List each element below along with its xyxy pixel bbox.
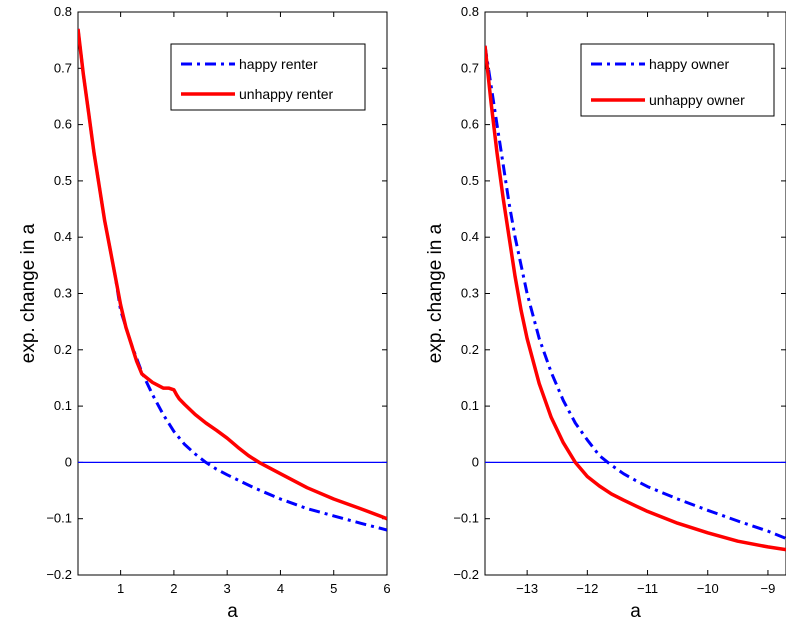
y-tick-label: 0.6: [54, 117, 72, 132]
x-tick-label: 5: [330, 581, 337, 596]
x-tick-label: 4: [277, 581, 284, 596]
y-axis-label: exp. change in a: [18, 223, 39, 363]
x-tick-label: −9: [761, 581, 776, 596]
y-tick-label: 0.4: [461, 229, 479, 244]
x-tick-label: −11: [637, 581, 658, 596]
legend-label-2: unhappy renter: [239, 86, 334, 102]
series-line-1: [485, 45, 786, 540]
x-tick-label: 3: [224, 581, 231, 596]
x-tick-label: −12: [576, 581, 598, 596]
y-tick-label: 0.3: [461, 286, 479, 301]
x-tick-label: 6: [383, 581, 390, 596]
series-line-2: [485, 45, 786, 552]
series-group: [485, 45, 786, 552]
y-tick-label: 0.2: [54, 342, 72, 357]
legend: happy owner unhappy owner: [580, 43, 775, 117]
series-line-2: [78, 28, 387, 521]
x-tick-label: 2: [170, 581, 177, 596]
chart-1: −0.2 −0.1 0 0.1 0.2 0.3 0.4 0.5 0.6 0.7 0.8 1 2 3 4 5 6 a…: [18, 4, 391, 622]
y-tick-label: 0.6: [461, 117, 479, 132]
legend-label-1: happy owner: [649, 56, 730, 72]
y-tick-label: 0.5: [54, 173, 72, 188]
x-axis-label: a: [227, 601, 238, 622]
series-line-1: [78, 28, 387, 532]
y-tick-label: 0: [472, 454, 479, 469]
y-tick-label: 0.7: [461, 60, 479, 75]
y-tick-label: −0.2: [453, 567, 479, 582]
legend-label-2: unhappy owner: [649, 92, 745, 108]
y-tick-label: 0.1: [54, 398, 72, 413]
y-tick-label: 0.8: [461, 4, 479, 19]
y-tick-label: 0: [65, 454, 72, 469]
x-tick-label: −13: [516, 581, 538, 596]
legend: happy renter unhappy renter: [170, 43, 366, 111]
x-tick-label: −10: [697, 581, 719, 596]
y-tick-label: 0.4: [54, 229, 72, 244]
y-tick-label: 0.7: [54, 60, 72, 75]
y-tick-label: −0.1: [46, 511, 72, 526]
legend-box: [580, 43, 775, 117]
y-tick-label: 0.1: [461, 398, 479, 413]
y-axis-label: exp. change in a: [425, 223, 446, 363]
legend-label-1: happy renter: [239, 56, 318, 72]
y-tick-label: 0.3: [54, 286, 72, 301]
legend-box: [170, 43, 366, 111]
chart-2: −0.2 −0.1 0 0.1 0.2 0.3 0.4 0.5 0.6 0.7 0.8 −13 −12 −…: [425, 4, 786, 622]
series-group: [78, 28, 387, 532]
y-tick-label: −0.1: [453, 511, 479, 526]
x-tick-label: 1: [117, 581, 124, 596]
x-axis-label: a: [630, 601, 641, 622]
y-tick-label: −0.2: [46, 567, 72, 582]
y-tick-label: 0.2: [461, 342, 479, 357]
y-tick-label: 0.8: [54, 4, 72, 19]
y-tick-label: 0.5: [461, 173, 479, 188]
